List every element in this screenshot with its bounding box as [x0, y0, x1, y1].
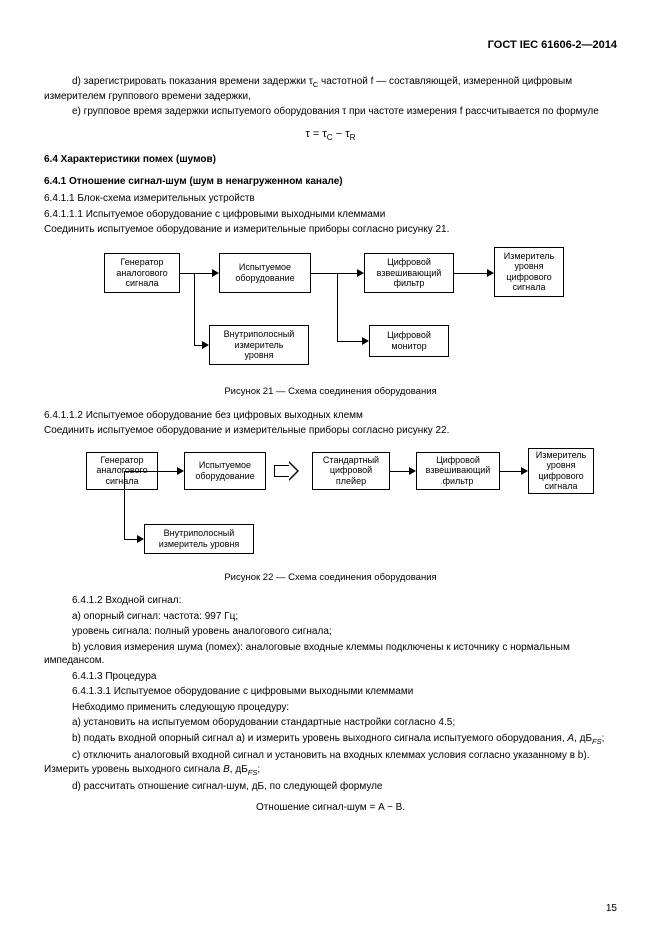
- item-a-ref: а) опорный сигнал: частота: 997 Гц;: [44, 610, 617, 624]
- figure-21: Генератор аналогового сигнала Испытуемое…: [44, 245, 617, 380]
- item-b-noise: b) условия измерения шума (помех): анало…: [44, 641, 617, 668]
- figure-22-caption: Рисунок 22 — Схема соединения оборудован…: [44, 572, 617, 585]
- text: − τ: [333, 128, 350, 140]
- fig22-box-eut: Испытуемое оборудование: [184, 452, 266, 490]
- fig21-box-inband: Внутриполосный измеритель уровня: [209, 325, 309, 365]
- text: , дБ: [574, 733, 592, 744]
- formula-snr: Отношение сигнал-шум = A − B.: [44, 801, 617, 815]
- text: b) подать входной опорный сигнал а) и из…: [72, 733, 567, 744]
- section-6-4-1-1-2: 6.4.1.1.2 Испытуемое оборудование без ци…: [44, 409, 617, 423]
- connector: [124, 539, 138, 540]
- arrowhead: [137, 535, 144, 543]
- page-number: 15: [606, 902, 617, 916]
- text: с) отключить аналоговый входной сигнал и…: [44, 750, 589, 775]
- section-6-4-1-1-1: 6.4.1.1.1 Испытуемое оборудование с цифр…: [44, 208, 617, 222]
- arrowhead: [177, 467, 184, 475]
- section-6-4-1-2: 6.4.1.2 Входной сигнал:: [44, 594, 617, 608]
- connector: [194, 273, 195, 345]
- fig22-box-meter: Измеритель уровня цифрового сигнала: [528, 448, 594, 494]
- arrowhead: [357, 269, 364, 277]
- arrowhead: [202, 341, 209, 349]
- section-6-4-1: 6.4.1 Отношение сигнал-шум (шум в ненагр…: [44, 175, 617, 189]
- arrowhead: [487, 269, 494, 277]
- text: , дБ: [230, 764, 248, 775]
- fig21-box-meter: Измеритель уровня цифрового сигнала: [494, 247, 564, 297]
- connector: [500, 471, 521, 472]
- paragraph-e: е) групповое время задержки испытуемого …: [44, 105, 617, 119]
- text: d) зарегистрировать показания времени за…: [72, 76, 313, 87]
- text-connect-21: Соединить испытуемое оборудование и изме…: [44, 223, 617, 237]
- fig21-box-eut: Испытуемое оборудование: [219, 253, 311, 293]
- connector: [158, 471, 177, 472]
- item-proc-d: d) рассчитать отношение сигнал-шум, дБ, …: [44, 780, 617, 794]
- doc-header: ГОСТ IEC 61606-2—2014: [44, 38, 617, 53]
- text: ;: [602, 733, 605, 744]
- connector: [390, 471, 409, 472]
- connector: [180, 273, 194, 274]
- fig22-box-player: Стандартный цифровой плейер: [312, 452, 390, 490]
- sub-fs: FS: [248, 768, 258, 777]
- paragraph-d: d) зарегистрировать показания времени за…: [44, 75, 617, 104]
- item-proc-a: а) установить на испытуемом оборудовании…: [44, 716, 617, 730]
- item-proc-c: с) отключить аналоговый входной сигнал и…: [44, 749, 617, 778]
- section-6-4-1-1: 6.4.1.1 Блок-схема измерительных устройс…: [44, 192, 617, 206]
- connector: [337, 341, 362, 342]
- formula-tau: τ = τC − τR: [44, 127, 617, 143]
- connector: [337, 273, 338, 341]
- text-connect-22: Соединить испытуемое оборудование и изме…: [44, 424, 617, 438]
- fig21-box-monitor: Цифровой монитор: [369, 325, 449, 357]
- var-b: B: [223, 764, 230, 775]
- text: ;: [257, 764, 260, 775]
- fig22-box-filter: Цифровой взвешивающий фильтр: [416, 452, 500, 490]
- item-proc-b: b) подать входной опорный сигнал а) и из…: [44, 732, 617, 747]
- sub: R: [350, 133, 356, 142]
- arrowhead: [362, 337, 369, 345]
- connector: [311, 273, 357, 274]
- arrowhead: [212, 269, 219, 277]
- connector: [454, 273, 487, 274]
- arrowhead: [409, 467, 416, 475]
- figure-22: Генератор аналогового сигнала Испытуемое…: [44, 446, 617, 566]
- text: τ = τ: [305, 128, 326, 140]
- section-6-4-1-3: 6.4.1.3 Процедура: [44, 670, 617, 684]
- fig22-box-inband: Внутриполосный измеритель уровня: [144, 524, 254, 554]
- arrowhead: [521, 467, 528, 475]
- fig21-box-filter: Цифровой взвешивающий фильтр: [364, 253, 454, 293]
- section-6-4-1-3-1: 6.4.1.3.1 Испытуемое оборудование с цифр…: [44, 685, 617, 699]
- sub-fs: FS: [592, 737, 602, 746]
- big-arrow-icon: [274, 461, 299, 481]
- connector: [124, 471, 125, 539]
- section-6-4: 6.4 Характеристики помех (шумов): [44, 153, 617, 167]
- connector: [124, 471, 158, 472]
- text-procedure: Небходимо применить следующую процедуру:: [44, 701, 617, 715]
- text-level: уровень сигнала: полный уровень аналогов…: [44, 625, 617, 639]
- fig21-box-generator: Генератор аналогового сигнала: [104, 253, 180, 293]
- figure-21-caption: Рисунок 21 — Схема соединения оборудован…: [44, 386, 617, 399]
